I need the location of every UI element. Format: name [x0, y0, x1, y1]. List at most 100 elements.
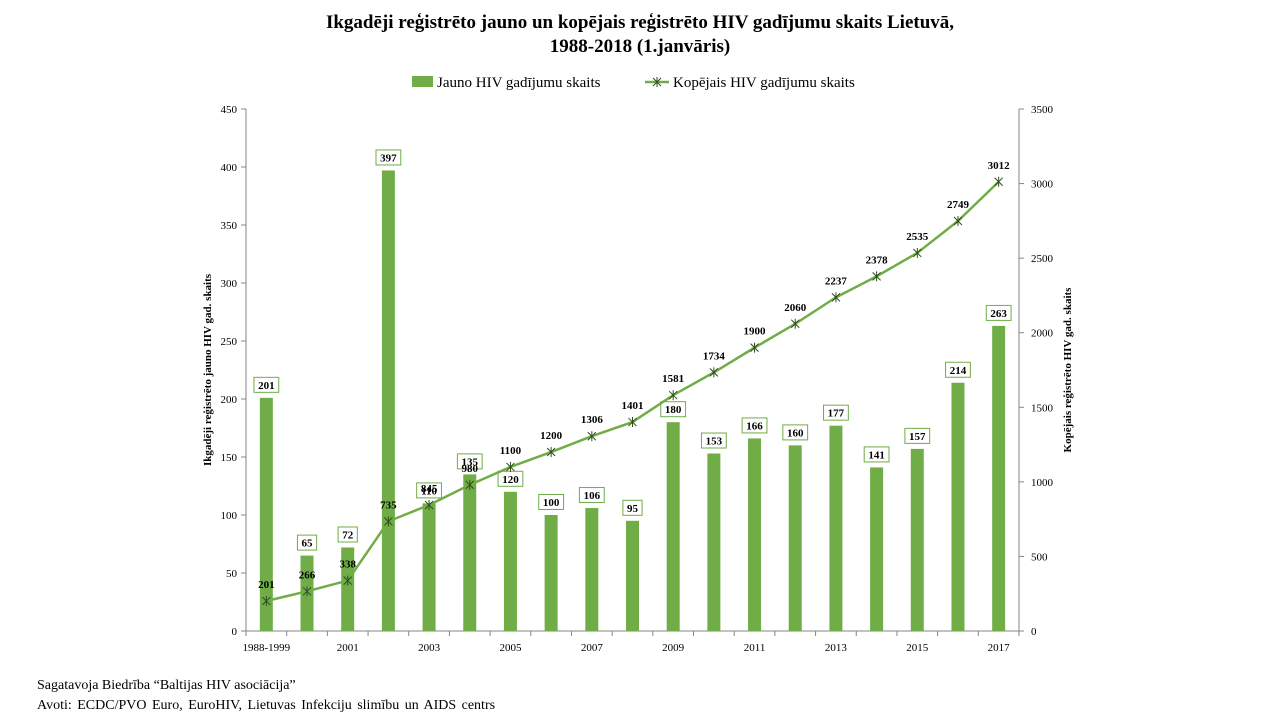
bar: [381, 170, 395, 632]
bar-label-box: [538, 494, 565, 510]
y-left-tick-label: 100: [221, 510, 238, 522]
line-point-marker: [953, 216, 963, 227]
x-tick-label: 2005: [499, 642, 522, 654]
bar-label-box: [945, 361, 971, 378]
bar: [788, 445, 802, 631]
bar: [544, 515, 558, 631]
bar-data-label: 153: [700, 432, 727, 449]
line-data-label: 3012: [988, 160, 1011, 172]
line-point-marker: [628, 417, 637, 428]
bar-label-box: [416, 482, 442, 499]
bar: [422, 503, 436, 631]
bar-data-label: 110: [416, 482, 442, 499]
bar: [666, 422, 680, 631]
bar-data-label: 160: [782, 424, 809, 441]
bar-label-box: [622, 499, 643, 516]
bar-label-box: [823, 404, 849, 421]
plot-area: 0 50 100 150 200 250 300 350 400 450 0 500 1000 1500 2…: [221, 104, 1054, 654]
bar-label-text: 110: [421, 485, 437, 497]
legend: Jauno HIV gadījumu skaits Kopējais HIV g…: [412, 75, 855, 91]
bar-label-box: [337, 526, 358, 543]
x-tick-label: 2017: [988, 642, 1011, 654]
bar-label-text: 177: [828, 408, 845, 420]
bar: [341, 547, 355, 631]
line-data-label: 980: [462, 463, 479, 475]
bar: [829, 425, 843, 631]
y-left-tick-label: 450: [221, 104, 238, 116]
y-right-tick-label: 2000: [1031, 328, 1054, 340]
line-point-marker: [994, 176, 1004, 187]
bar-label-text: 180: [665, 404, 682, 416]
bar-label-box: [863, 446, 890, 463]
x-tick-label: 2013: [825, 642, 848, 654]
bar: [259, 397, 273, 631]
bar: [503, 491, 517, 631]
line-point-marker: [343, 575, 353, 586]
line-point-marker: [302, 586, 312, 597]
line-point-marker: [546, 447, 556, 458]
x-tick-label: 2009: [662, 642, 685, 654]
bar-label-text: 397: [380, 152, 397, 164]
bar-data-label: 65: [296, 534, 318, 551]
line-data-label: 266: [299, 569, 316, 581]
bar-label-text: 95: [627, 503, 639, 515]
line-data-label: 1100: [500, 445, 522, 457]
bar-label-box: [578, 487, 605, 504]
line-point-marker: [750, 342, 759, 353]
chart-title-line-2: 1988-2018 (1.janvāris): [549, 36, 731, 57]
bar-label-text: 141: [868, 449, 885, 461]
bar-label-text: 100: [543, 497, 560, 509]
y-axis-left-title: Ikgadēji reģistrēto jauno HIV gad. skait…: [202, 273, 214, 466]
bar: [951, 382, 965, 631]
line-data-label: 201: [258, 579, 275, 591]
line-data-label: 1734: [703, 350, 726, 362]
bar-label-text: 120: [502, 474, 519, 486]
legend-asterisk-marker-icon: [652, 77, 662, 87]
bar-data-label: 72: [337, 526, 358, 543]
footer-sources: Avoti: ECDC/PVO Euro, EuroHIV, Lietuvas …: [37, 698, 496, 713]
chart-title-line-1: Ikgadēji reģistrēto jauno un kopējais re…: [325, 12, 955, 33]
x-tick-label: 2011: [744, 642, 766, 654]
line-point-marker: [668, 390, 678, 401]
bar-label-box: [782, 424, 809, 441]
line-data-label: 2535: [906, 231, 929, 243]
bar: [585, 508, 599, 631]
line-data-label: 1306: [581, 414, 604, 426]
x-tick-label: 2003: [418, 642, 441, 654]
bar-data-label: 263: [985, 304, 1012, 321]
y-left-tick-label: 300: [221, 278, 238, 290]
chart-title: Ikgadēji reģistrēto jauno un kopējais re…: [0, 11, 1280, 59]
y-left-tick-label: 350: [221, 220, 238, 232]
bar-label-text: 160: [787, 427, 804, 439]
line-point-marker: [384, 516, 393, 527]
bar-data-label: 214: [945, 361, 971, 378]
bar: [748, 438, 762, 631]
bar-label-text: 135: [462, 456, 479, 468]
bar-data-label: 120: [497, 470, 524, 487]
y-left-tick-label: 0: [232, 626, 238, 638]
line-data-label: 2237: [825, 275, 848, 287]
line-point-marker: [872, 271, 881, 282]
bar-label-box: [253, 376, 280, 393]
bar: [707, 453, 721, 631]
x-tick-label: 1988-1999: [243, 642, 291, 654]
y-right-tick-label: 500: [1031, 551, 1048, 563]
bar: [910, 448, 924, 631]
line-data-label: 1900: [744, 326, 767, 338]
y-right-tick-label: 1000: [1031, 477, 1054, 489]
bar-label-text: 153: [706, 436, 723, 448]
line-point-marker: [790, 318, 800, 329]
x-tick-label: 2007: [581, 642, 604, 654]
bar-label-box: [904, 427, 931, 444]
bar-data-label: 106: [578, 487, 605, 504]
bar-data-label: 100: [538, 494, 565, 510]
bar-label-box: [296, 534, 318, 551]
bar-data-label: 180: [660, 401, 687, 418]
y-right-tick-label: 3000: [1031, 179, 1054, 191]
line-data-label: 845: [421, 483, 438, 495]
bar-label-text: 166: [746, 420, 763, 432]
bar-label-text: 214: [950, 365, 967, 377]
y-axis-right-title: Kopējais reģistrēto HIV gad. skaits: [1062, 287, 1074, 453]
bar-label-text: 263: [990, 308, 1007, 320]
